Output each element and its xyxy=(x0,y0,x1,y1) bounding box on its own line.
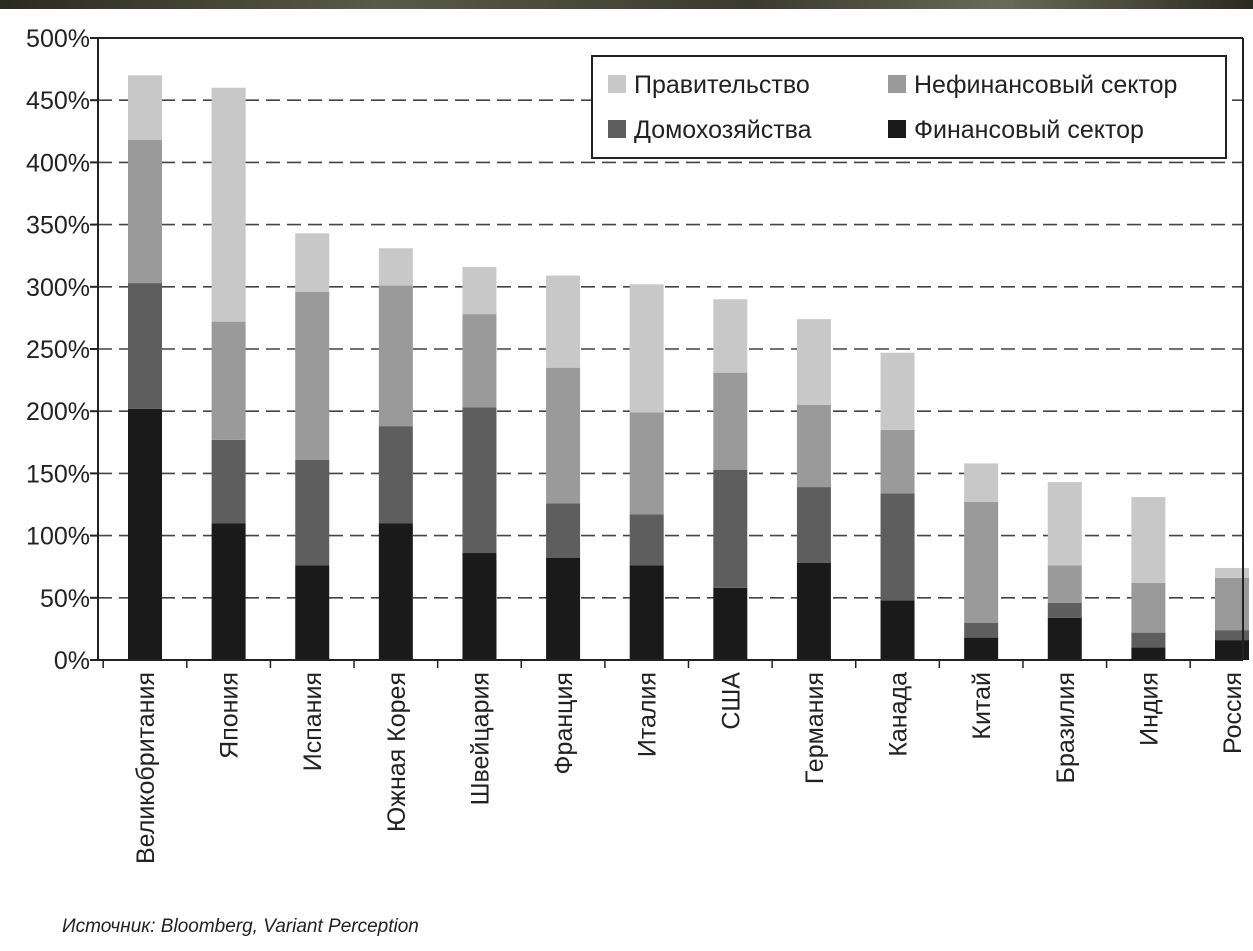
bar-segment xyxy=(796,562,831,660)
bar-segment xyxy=(211,87,246,322)
x-category-label: Индия xyxy=(1135,672,1163,746)
bar-segment xyxy=(1047,482,1082,566)
x-category-label: Германия xyxy=(801,672,829,784)
bar-segment xyxy=(546,275,581,368)
y-tick-label: 500% xyxy=(26,25,90,53)
bar-segment xyxy=(378,285,413,427)
bar-segment xyxy=(796,319,831,405)
legend-label: Финансовый сектор xyxy=(914,116,1144,144)
y-tick-label: 0% xyxy=(54,647,90,675)
top-photo-strip xyxy=(0,0,1253,9)
bar-segment xyxy=(880,600,915,660)
bar-segment xyxy=(211,439,246,524)
y-tick-label: 50% xyxy=(40,585,90,613)
x-category-label: Китай xyxy=(968,672,996,740)
bar-segment xyxy=(880,493,915,601)
bar-segment xyxy=(1131,582,1166,633)
bar-segment xyxy=(629,412,664,515)
legend-swatch xyxy=(888,75,906,93)
legend: Правительство Нефинансовый сектор Домохозя… xyxy=(591,55,1227,159)
bar-segment xyxy=(378,523,413,660)
x-category-labels: Великобритания Япония Испания Южная Корея Шв… xyxy=(132,672,1247,864)
bar-segment xyxy=(964,502,999,623)
bar-segment xyxy=(629,565,664,660)
bar-segment xyxy=(211,523,246,660)
bar-segment xyxy=(796,487,831,563)
legend-swatch xyxy=(608,120,626,138)
bar-segment xyxy=(1131,497,1166,583)
bar-segment xyxy=(295,233,330,292)
bar-segment xyxy=(713,469,748,588)
x-category-label: Бразилия xyxy=(1052,672,1080,783)
y-tick-label: 350% xyxy=(26,212,90,240)
bar-segment xyxy=(378,426,413,524)
bar-segment xyxy=(378,248,413,286)
bar-segment xyxy=(1215,640,1249,660)
bar-segment xyxy=(964,622,999,638)
bar-segment xyxy=(629,284,664,413)
bar-segment xyxy=(1131,632,1166,648)
y-tick-label: 400% xyxy=(26,149,90,177)
bar-segment xyxy=(295,459,330,566)
bar-segment xyxy=(462,266,497,315)
y-tick-label: 450% xyxy=(26,87,90,115)
bar-segment xyxy=(629,514,664,566)
bar-segment xyxy=(128,75,162,141)
y-tick-label: 250% xyxy=(26,336,90,364)
bar-segment xyxy=(713,587,748,660)
stacked-bar-chart: 0% 50% 100% 150% 200% 250% 300% 350% 400% 450% 500… xyxy=(26,25,1249,864)
bar-segment xyxy=(462,314,497,408)
bar-segment xyxy=(462,407,497,554)
source-note: Источник: Bloomberg, Variant Perception xyxy=(62,916,419,937)
bar-segment xyxy=(128,140,162,284)
y-tick-label: 200% xyxy=(26,398,90,426)
bar-segment xyxy=(546,557,581,660)
bar-segment xyxy=(1215,630,1249,641)
bar-segment xyxy=(713,299,748,373)
axes xyxy=(90,37,1244,668)
bar-segment xyxy=(880,352,915,430)
legend-swatch xyxy=(888,120,906,138)
x-category-label: Канада xyxy=(885,672,913,757)
bar-segment xyxy=(546,503,581,558)
x-category-label: Испания xyxy=(299,672,327,771)
bars xyxy=(128,75,1249,660)
x-category-label: Южная Корея xyxy=(383,672,411,832)
bar-segment xyxy=(880,429,915,494)
legend-label: Домохозяйства xyxy=(634,116,812,144)
y-tick-label: 150% xyxy=(26,460,90,488)
x-category-label: Швейцария xyxy=(466,672,494,805)
bar-segment xyxy=(295,565,330,660)
bar-segment xyxy=(1047,617,1082,660)
legend-swatch xyxy=(608,75,626,93)
y-tick-label: 300% xyxy=(26,274,90,302)
bar-segment xyxy=(964,463,999,503)
x-category-label: Россия xyxy=(1219,672,1247,754)
bar-segment xyxy=(1047,565,1082,603)
y-tick-label: 100% xyxy=(26,523,90,551)
bar-segment xyxy=(211,321,246,440)
bar-segment xyxy=(1131,647,1166,660)
legend-box xyxy=(591,55,1227,159)
x-category-label: Италия xyxy=(634,672,662,757)
legend-label: Правительство xyxy=(634,71,810,99)
bar-segment xyxy=(546,367,581,504)
bar-segment xyxy=(128,408,162,660)
x-category-label: США xyxy=(717,672,745,730)
bar-segment xyxy=(462,553,497,660)
bar-segment xyxy=(1215,567,1249,578)
bar-segment xyxy=(1047,602,1082,618)
legend-label: Нефинансовый сектор xyxy=(914,71,1177,99)
bar-segment xyxy=(295,291,330,460)
y-tick-labels: 0% 50% 100% 150% 200% 250% 300% 350% 400% 450% 500… xyxy=(26,25,90,675)
x-category-label: Япония xyxy=(216,672,244,759)
bar-segment xyxy=(964,637,999,660)
bar-segment xyxy=(796,404,831,488)
bar-segment xyxy=(713,372,748,470)
x-category-label: Франция xyxy=(550,672,578,774)
x-category-label: Великобритания xyxy=(132,672,160,864)
bar-segment xyxy=(128,283,162,409)
